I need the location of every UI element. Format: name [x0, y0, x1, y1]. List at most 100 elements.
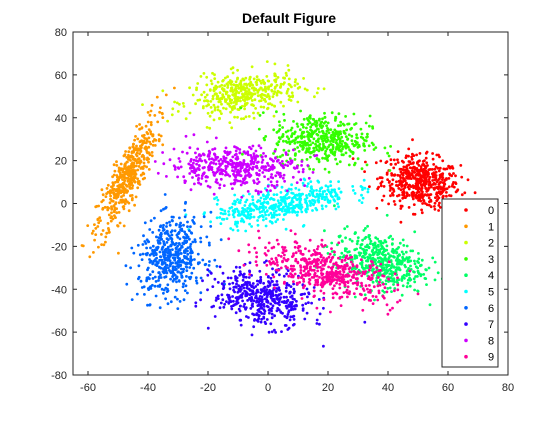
data-point	[369, 266, 372, 269]
data-point	[158, 266, 161, 269]
data-point	[427, 187, 431, 190]
data-point	[336, 135, 340, 138]
data-point	[253, 246, 257, 250]
data-point	[144, 124, 148, 128]
data-point	[176, 232, 180, 236]
data-point	[417, 160, 420, 163]
data-point	[300, 132, 304, 135]
data-point	[307, 291, 310, 295]
legend-marker	[464, 354, 468, 359]
data-point	[212, 86, 216, 90]
data-point	[228, 206, 232, 210]
data-point	[301, 303, 305, 307]
data-point	[313, 258, 316, 261]
data-point	[329, 192, 332, 196]
data-point	[445, 194, 448, 198]
data-point	[122, 194, 125, 197]
data-point	[321, 258, 324, 262]
data-point	[278, 155, 282, 159]
data-point	[415, 191, 419, 195]
data-point	[242, 117, 246, 120]
data-point	[316, 265, 320, 269]
data-point	[201, 279, 204, 283]
data-point	[119, 168, 123, 172]
data-point	[183, 230, 187, 234]
data-point	[199, 154, 203, 158]
data-point	[97, 221, 101, 225]
data-point	[323, 116, 327, 119]
data-point	[224, 146, 228, 150]
data-point	[368, 234, 371, 237]
data-point	[171, 279, 175, 283]
data-point	[251, 202, 255, 205]
data-point	[154, 138, 158, 142]
data-point	[171, 219, 174, 223]
data-point	[151, 277, 155, 280]
data-point	[318, 130, 321, 134]
legend-item: 1	[464, 221, 494, 233]
data-point	[328, 282, 332, 286]
data-point	[251, 144, 255, 148]
data-point	[106, 206, 109, 209]
data-point	[215, 92, 218, 96]
data-point	[150, 151, 154, 154]
data-point	[307, 192, 311, 196]
data-point	[326, 252, 330, 255]
data-point	[259, 275, 263, 279]
data-point	[269, 157, 272, 161]
data-point	[283, 253, 286, 257]
data-point	[197, 167, 200, 170]
data-point	[379, 260, 382, 264]
data-point	[342, 291, 346, 294]
data-point	[385, 244, 389, 248]
data-point	[311, 194, 315, 198]
chart-title: Default Figure	[242, 10, 336, 26]
data-point	[351, 282, 355, 285]
data-point	[262, 281, 265, 285]
data-point	[254, 294, 258, 298]
data-point	[281, 126, 284, 129]
data-point	[339, 120, 343, 124]
data-point	[164, 93, 168, 97]
data-point	[239, 99, 242, 103]
data-point	[218, 306, 222, 310]
data-point	[185, 275, 188, 278]
data-point	[336, 264, 340, 268]
data-point	[404, 250, 408, 254]
data-point	[201, 152, 205, 156]
data-point	[216, 108, 220, 112]
data-point	[417, 193, 421, 197]
data-point	[340, 142, 344, 146]
data-point	[188, 86, 192, 90]
data-point	[284, 286, 288, 290]
data-point	[152, 254, 156, 257]
data-point	[142, 156, 146, 160]
data-point	[296, 193, 299, 197]
data-point	[139, 149, 143, 153]
data-point	[239, 219, 243, 223]
data-point	[180, 275, 184, 279]
data-point	[317, 149, 321, 153]
data-point	[253, 98, 257, 102]
data-point	[209, 271, 213, 275]
data-point	[246, 210, 250, 214]
data-point	[316, 194, 320, 198]
data-point	[384, 257, 387, 260]
data-point	[302, 280, 306, 283]
data-point	[361, 247, 365, 251]
data-point	[288, 318, 292, 322]
data-point	[279, 266, 283, 270]
data-point	[244, 76, 248, 80]
data-point	[282, 112, 286, 116]
data-point	[248, 297, 252, 300]
data-point	[347, 163, 351, 167]
data-point	[305, 88, 309, 92]
data-point	[385, 171, 389, 175]
data-point	[274, 209, 278, 213]
data-point	[131, 161, 134, 165]
data-point	[237, 210, 240, 214]
data-point	[299, 271, 303, 275]
data-point	[310, 151, 314, 154]
data-point	[289, 264, 293, 268]
